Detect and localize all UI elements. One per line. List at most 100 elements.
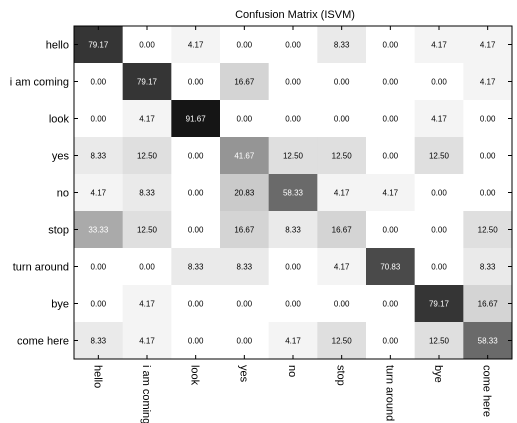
heatmap-cell [366,100,416,138]
cell-value-label: 8.33 [237,263,253,272]
cell-value-label: 4.17 [480,78,496,87]
heatmap-cell [366,26,416,64]
cell-value-label: 16.67 [234,226,255,235]
cell-value-label: 12.50 [478,226,499,235]
heatmap-cell [268,285,318,323]
column-label: stop [335,365,347,386]
cell-value-label: 4.17 [285,337,301,346]
cell-value-label: 0.00 [188,226,204,235]
heatmap-cell [171,100,221,138]
cell-value-label: 4.17 [383,189,399,198]
plot-frame [73,25,513,360]
cell-value-label: 0.00 [188,78,204,87]
row-label: come here [17,336,69,348]
heatmap-cell [414,248,464,286]
heatmap-cell [122,285,172,323]
column-label: yes [237,365,249,383]
heatmap-cell [74,211,124,249]
heatmap-cell [414,174,464,212]
cell-value-label: 0.00 [334,78,350,87]
row-label: look [49,114,70,126]
heatmap-cell [220,322,270,360]
cell-value-label: 0.00 [91,78,107,87]
heatmap-cell [317,100,367,138]
cell-value-label: 0.00 [188,189,204,198]
cell-value-label: 16.67 [478,300,499,309]
heatmap-cell [366,211,416,249]
heatmap-cell [171,63,221,101]
heatmap-cell [122,211,172,249]
heatmap-cell [414,26,464,64]
cell-value-label: 0.00 [139,263,155,272]
cell-value-label: 8.33 [139,189,155,198]
heatmap-cell [366,137,416,175]
cell-value-label: 0.00 [91,263,107,272]
heatmap-cell [74,174,124,212]
cell-value-label: 8.33 [334,41,350,50]
heatmap-cell [122,174,172,212]
cell-value-label: 0.00 [480,189,496,198]
heatmap-cell [122,63,172,101]
heatmap-cell [171,211,221,249]
cell-value-label: 8.33 [480,263,496,272]
heatmap-cell [171,174,221,212]
heatmap-cell [414,285,464,323]
heatmap-cell [414,211,464,249]
heatmap-cell [463,137,513,175]
cell-value-label: 0.00 [91,300,107,309]
heatmap-cell [414,322,464,360]
cell-value-label: 0.00 [285,115,301,124]
cell-value-label: 0.00 [334,115,350,124]
heatmap-cell [220,248,270,286]
heatmap-cell [317,137,367,175]
cell-value-label: 0.00 [237,115,253,124]
cell-value-label: 58.33 [478,337,499,346]
cell-value-label: 16.67 [332,226,353,235]
heatmap-cell [463,26,513,64]
cell-value-label: 4.17 [188,41,204,50]
heatmap-cell [268,174,318,212]
cell-value-label: 0.00 [383,300,399,309]
heatmap-cell [366,248,416,286]
heatmap-cell [268,63,318,101]
cell-value-label: 8.33 [91,337,107,346]
heatmap-cell [74,26,124,64]
heatmap-cell [74,100,124,138]
heatmap-cell [317,26,367,64]
cell-value-label: 4.17 [334,263,350,272]
cell-value-label: 4.17 [431,41,447,50]
cell-value-label: 79.17 [429,300,450,309]
heatmap-cell-values: 79.17 0.00 4.17 0.00 0.00 8.33 0.00 4.17 4.17 0.0… [88,41,498,346]
heatmap-cell [463,285,513,323]
heatmap-cell [366,174,416,212]
cell-value-label: 41.67 [234,152,255,161]
cell-value-label: 12.50 [283,152,304,161]
cell-value-label: 20.83 [234,189,255,198]
heatmap-cell [268,137,318,175]
heatmap-cell [122,137,172,175]
heatmap-cell [317,63,367,101]
heatmap-cell [414,137,464,175]
heatmap-cell [268,322,318,360]
cell-value-label: 4.17 [480,41,496,50]
heatmap-cell [122,100,172,138]
column-label: i am coming [140,365,152,423]
row-label: turn around [13,262,69,274]
row-label: i am coming [10,77,69,89]
heatmap-cells [74,26,513,360]
cell-value-label: 0.00 [383,115,399,124]
cell-value-label: 8.33 [285,226,301,235]
heatmap-cell [463,211,513,249]
cell-value-label: 58.33 [283,189,304,198]
cell-value-label: 0.00 [480,115,496,124]
heatmap-cell [220,63,270,101]
cell-value-label: 0.00 [237,41,253,50]
cell-value-label: 4.17 [431,115,447,124]
column-label: turn around [383,365,395,421]
heatmap-cell [366,63,416,101]
cell-value-label: 0.00 [285,41,301,50]
heatmap-cell [463,322,513,360]
heatmap-cell [74,137,124,175]
cell-value-label: 0.00 [431,78,447,87]
